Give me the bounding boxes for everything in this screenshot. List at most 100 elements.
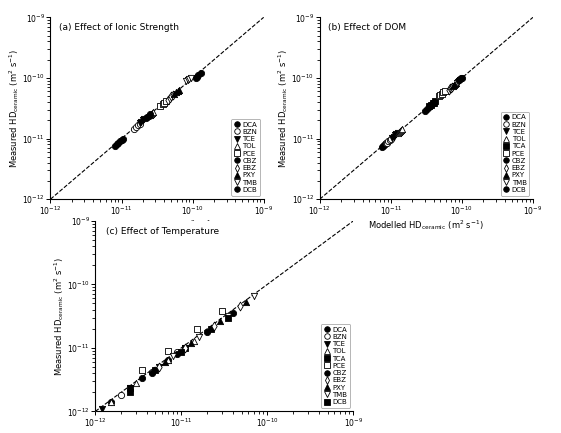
- Point: [185, 75, 194, 82]
- Point: [118, 135, 127, 142]
- Point: [155, 363, 164, 370]
- Point: [236, 303, 245, 310]
- Point: [420, 107, 429, 114]
- Point: [393, 129, 402, 136]
- Point: [385, 137, 394, 144]
- Point: [132, 123, 141, 130]
- Point: [106, 399, 115, 406]
- Point: [162, 98, 171, 105]
- Point: [454, 77, 463, 84]
- Point: [132, 379, 141, 386]
- Point: [384, 138, 393, 145]
- Point: [241, 299, 250, 306]
- Point: [229, 310, 238, 317]
- Point: [439, 89, 448, 96]
- Legend: DCA, BZN, TCE, TOL, TCA, PCE, CBZ, EBZ, PXY, TMB, DCB: DCA, BZN, TCE, TOL, TCA, PCE, CBZ, EBZ, …: [321, 324, 350, 408]
- Y-axis label: Measured HD$_{\rm ceramic}$ (m$^2$ s$^{-1}$): Measured HD$_{\rm ceramic}$ (m$^2$ s$^{-…: [52, 257, 66, 375]
- Point: [426, 102, 435, 109]
- Point: [203, 328, 211, 335]
- Point: [453, 78, 462, 85]
- Point: [190, 337, 199, 344]
- Point: [149, 108, 158, 115]
- Point: [427, 101, 436, 108]
- Point: [80, 418, 89, 425]
- Point: [117, 392, 126, 399]
- Point: [452, 80, 461, 87]
- Point: [98, 405, 107, 412]
- Point: [456, 75, 465, 82]
- Point: [429, 99, 438, 106]
- Point: [177, 349, 186, 356]
- Point: [116, 138, 125, 145]
- Point: [429, 100, 438, 107]
- Point: [112, 141, 121, 148]
- Point: [161, 359, 170, 365]
- Point: [175, 86, 184, 93]
- Point: [195, 333, 204, 340]
- Point: [181, 344, 190, 351]
- Point: [194, 72, 203, 79]
- Point: [125, 385, 134, 392]
- Point: [191, 74, 200, 81]
- Y-axis label: Measured HD$_{\rm ceramic}$ (m$^2$ s$^{-1}$): Measured HD$_{\rm ceramic}$ (m$^2$ s$^{-…: [276, 49, 290, 168]
- Point: [394, 129, 403, 136]
- Point: [163, 96, 172, 103]
- Point: [183, 77, 192, 84]
- Point: [145, 112, 154, 119]
- Point: [168, 92, 177, 99]
- Point: [148, 110, 157, 116]
- Point: [147, 368, 156, 375]
- Point: [137, 366, 146, 373]
- Point: [181, 344, 190, 351]
- Point: [396, 128, 404, 135]
- Point: [378, 143, 387, 150]
- Point: [169, 90, 178, 97]
- Point: [164, 356, 173, 363]
- Point: [146, 110, 155, 117]
- Point: [137, 118, 146, 125]
- Point: [250, 293, 259, 300]
- Point: [450, 81, 459, 87]
- Point: [427, 100, 436, 107]
- Legend: DCA, BZN, TCE, TOL, PCE, CBZ, EBZ, PXY, TMB, DCB: DCA, BZN, TCE, TOL, PCE, CBZ, EBZ, PXY, …: [231, 119, 260, 196]
- Legend: DCA, BZN, TCE, TOL, TCA, PCE, CBZ, EBZ, PXY, TMB, DCB: DCA, BZN, TCE, TOL, TCA, PCE, CBZ, EBZ, …: [500, 112, 530, 196]
- Point: [173, 349, 182, 356]
- Point: [447, 84, 456, 91]
- Point: [444, 86, 453, 93]
- Point: [173, 351, 182, 358]
- Point: [173, 88, 182, 95]
- Text: (a) Effect of Ionic Strength: (a) Effect of Ionic Strength: [59, 23, 179, 32]
- Point: [392, 131, 401, 138]
- Point: [425, 103, 434, 110]
- Point: [437, 90, 446, 97]
- Point: [181, 78, 190, 85]
- X-axis label: Modelled HD$_{\rm ceramic}$ (m$^2$ s$^{-1}$): Modelled HD$_{\rm ceramic}$ (m$^2$ s$^{-…: [99, 219, 215, 233]
- Point: [435, 93, 444, 100]
- Point: [171, 89, 180, 96]
- Point: [422, 105, 431, 112]
- Point: [187, 339, 196, 346]
- Point: [379, 142, 388, 149]
- Point: [436, 92, 445, 99]
- Point: [431, 98, 440, 105]
- Point: [145, 111, 154, 118]
- Point: [448, 83, 457, 90]
- Point: [224, 312, 233, 319]
- Point: [390, 132, 399, 139]
- Point: [134, 122, 142, 129]
- Point: [140, 116, 149, 123]
- Point: [393, 129, 402, 136]
- Point: [165, 94, 174, 101]
- Point: [155, 363, 164, 370]
- Point: [117, 136, 126, 143]
- Text: (b) Effect of DOM: (b) Effect of DOM: [328, 23, 406, 32]
- Point: [158, 100, 167, 107]
- Point: [380, 141, 389, 148]
- Point: [156, 103, 165, 110]
- Point: [164, 356, 173, 363]
- Point: [167, 93, 176, 100]
- Point: [135, 120, 144, 127]
- Point: [379, 142, 388, 149]
- X-axis label: Modelled HD$_{\rm ceramic}$ (m$^2$ s$^{-1}$): Modelled HD$_{\rm ceramic}$ (m$^2$ s$^{-…: [369, 219, 484, 233]
- Point: [114, 139, 123, 146]
